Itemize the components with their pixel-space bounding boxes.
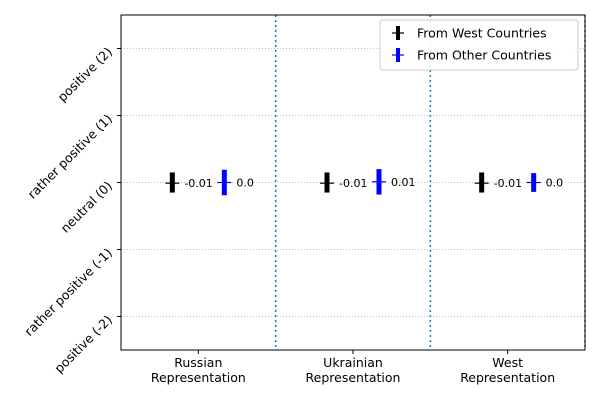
y-tick-label: positive (-2) <box>51 312 115 376</box>
x-tick-label: West <box>492 355 523 370</box>
legend-label: From West Countries <box>417 26 547 41</box>
x-tick-label: Ukrainian <box>323 355 383 370</box>
data-label: -0.01 <box>339 177 367 190</box>
x-tick-label: Representation <box>151 370 246 385</box>
legend-label: From Other Countries <box>417 48 551 63</box>
data-label: 0.01 <box>391 176 416 189</box>
legend-box <box>379 19 579 71</box>
data-label: -0.01 <box>494 177 522 190</box>
x-tick-label: Russian <box>174 355 222 370</box>
y-tick-label: positive (2) <box>55 44 116 105</box>
data-label: 0.0 <box>236 177 254 190</box>
data-label: 0.0 <box>546 177 564 190</box>
x-tick-label: Representation <box>306 370 401 385</box>
y-tick-label: neutral (0) <box>58 178 116 236</box>
x-tick-label: Representation <box>460 370 555 385</box>
data-label: -0.01 <box>184 177 212 190</box>
